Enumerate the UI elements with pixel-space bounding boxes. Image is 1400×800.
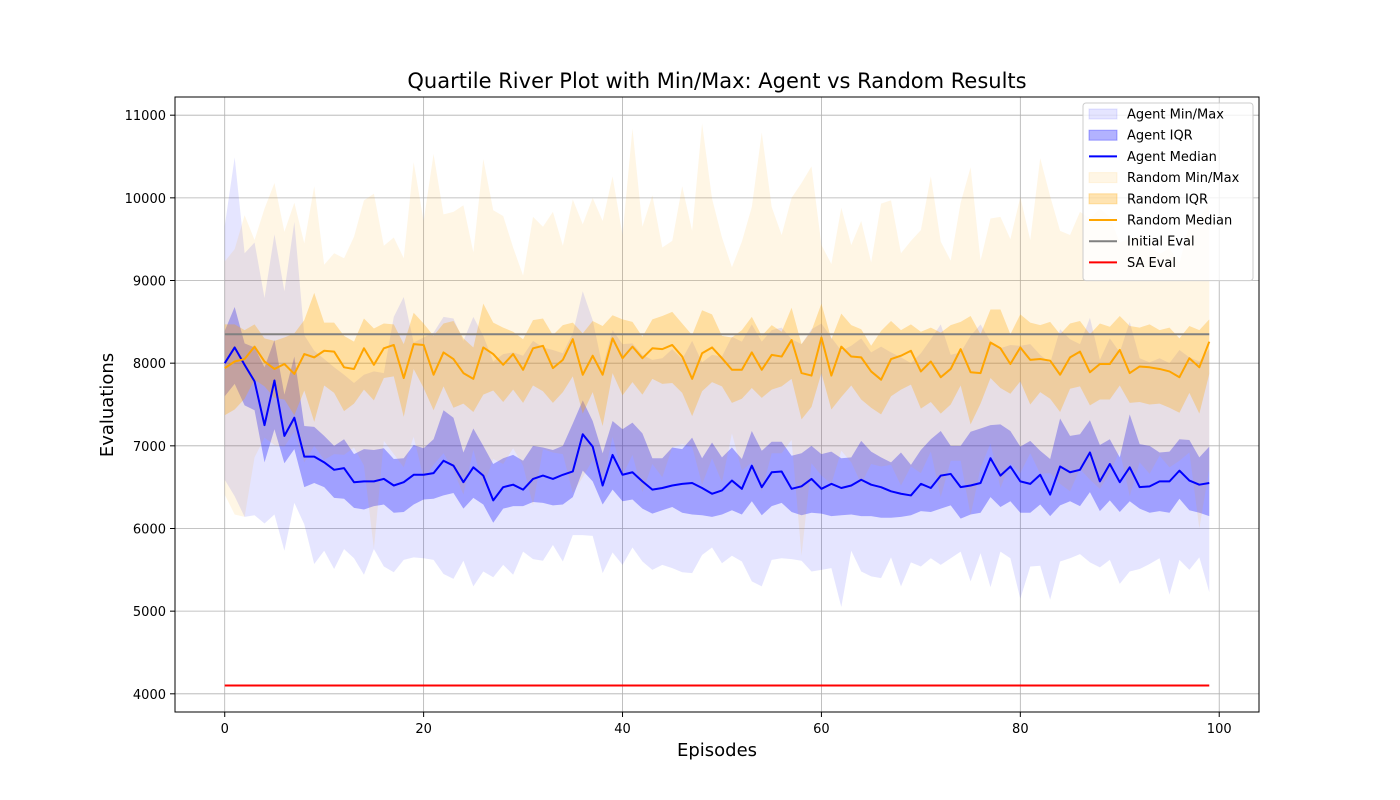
legend-swatch xyxy=(1088,108,1118,120)
chart-title: Quartile River Plot with Min/Max: Agent … xyxy=(407,69,1026,93)
y-tick-label: 7000 xyxy=(133,440,166,455)
legend-label: Random Median xyxy=(1127,214,1232,229)
y-tick-label: 11000 xyxy=(125,109,166,124)
y-tick-label: 9000 xyxy=(133,275,166,290)
x-tick-label: 20 xyxy=(415,722,432,737)
agent-minmax-band xyxy=(224,157,1210,608)
x-tick-label: 0 xyxy=(221,722,229,737)
agent-iqr-band xyxy=(224,306,1210,523)
y-tick-label: 6000 xyxy=(133,522,166,537)
legend-label: Agent Min/Max xyxy=(1127,108,1224,123)
y-tick-label: 4000 xyxy=(133,688,166,703)
x-tick-label: 60 xyxy=(813,722,830,737)
legend-box xyxy=(1082,102,1254,282)
plot-frame xyxy=(174,96,1260,713)
x-tick-label: 40 xyxy=(614,722,631,737)
y-axis-label: Evaluations xyxy=(97,353,118,457)
series-layer xyxy=(223,123,1211,687)
y-tick-label: 10000 xyxy=(125,192,166,207)
legend-label: SA Eval xyxy=(1127,256,1176,271)
x-tick-label: 100 xyxy=(1207,722,1232,737)
y-tick-label: 5000 xyxy=(133,605,166,620)
y-tick-label: 8000 xyxy=(133,357,166,372)
random-median-line xyxy=(224,336,1211,381)
legend: Agent Min/Max Agent IQR Agent Median Random… xyxy=(1082,102,1254,282)
legend-swatch xyxy=(1088,193,1118,205)
x-tick-label: 80 xyxy=(1012,722,1029,737)
legend-label: Random IQR xyxy=(1127,192,1208,207)
x-axis-label: Episodes xyxy=(677,740,757,761)
legend-label: Initial Eval xyxy=(1127,235,1195,250)
legend-label: Agent IQR xyxy=(1127,129,1193,144)
legend-label: Random Min/Max xyxy=(1127,171,1240,186)
grid-lines xyxy=(175,97,1259,712)
legend-label: Agent Median xyxy=(1127,150,1217,165)
legend-swatch xyxy=(1088,172,1118,184)
random-minmax-band xyxy=(224,123,1210,556)
agent-median-line xyxy=(223,346,1210,502)
legend-swatch xyxy=(1088,129,1118,141)
axes-layer: 0 20 40 60 80 100 4000 5000 6000 7000 8000 9000 1000… xyxy=(125,96,1260,737)
random-iqr-band xyxy=(224,292,1210,426)
